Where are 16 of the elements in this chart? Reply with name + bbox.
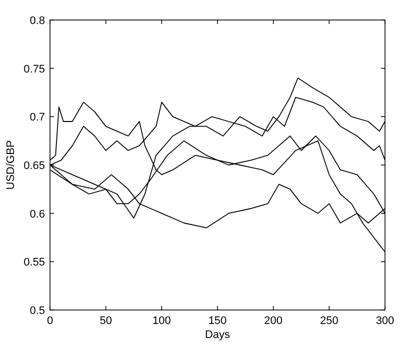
y-tick-label: 0.7 [30, 112, 45, 124]
y-tick-label: 0.6 [30, 208, 45, 220]
x-tick-label: 100 [152, 315, 171, 327]
x-tick-label: 150 [208, 315, 227, 327]
y-tick-label: 0.5 [30, 305, 45, 317]
x-tick-label: 250 [320, 315, 338, 327]
y-tick-label: 0.8 [30, 15, 45, 27]
x-tick-label: 200 [264, 315, 283, 327]
y-tick-label: 0.75 [24, 63, 45, 76]
x-tick-label: 50 [100, 315, 112, 327]
y-tick-label: 0.55 [24, 256, 45, 269]
x-axis-title: Days [204, 329, 231, 341]
x-tick-label: 0 [46, 315, 54, 327]
x-tick-label: 300 [376, 315, 394, 327]
y-tick-label: 0.65 [24, 160, 45, 172]
y-axis-title: USD/GBP [5, 140, 17, 190]
